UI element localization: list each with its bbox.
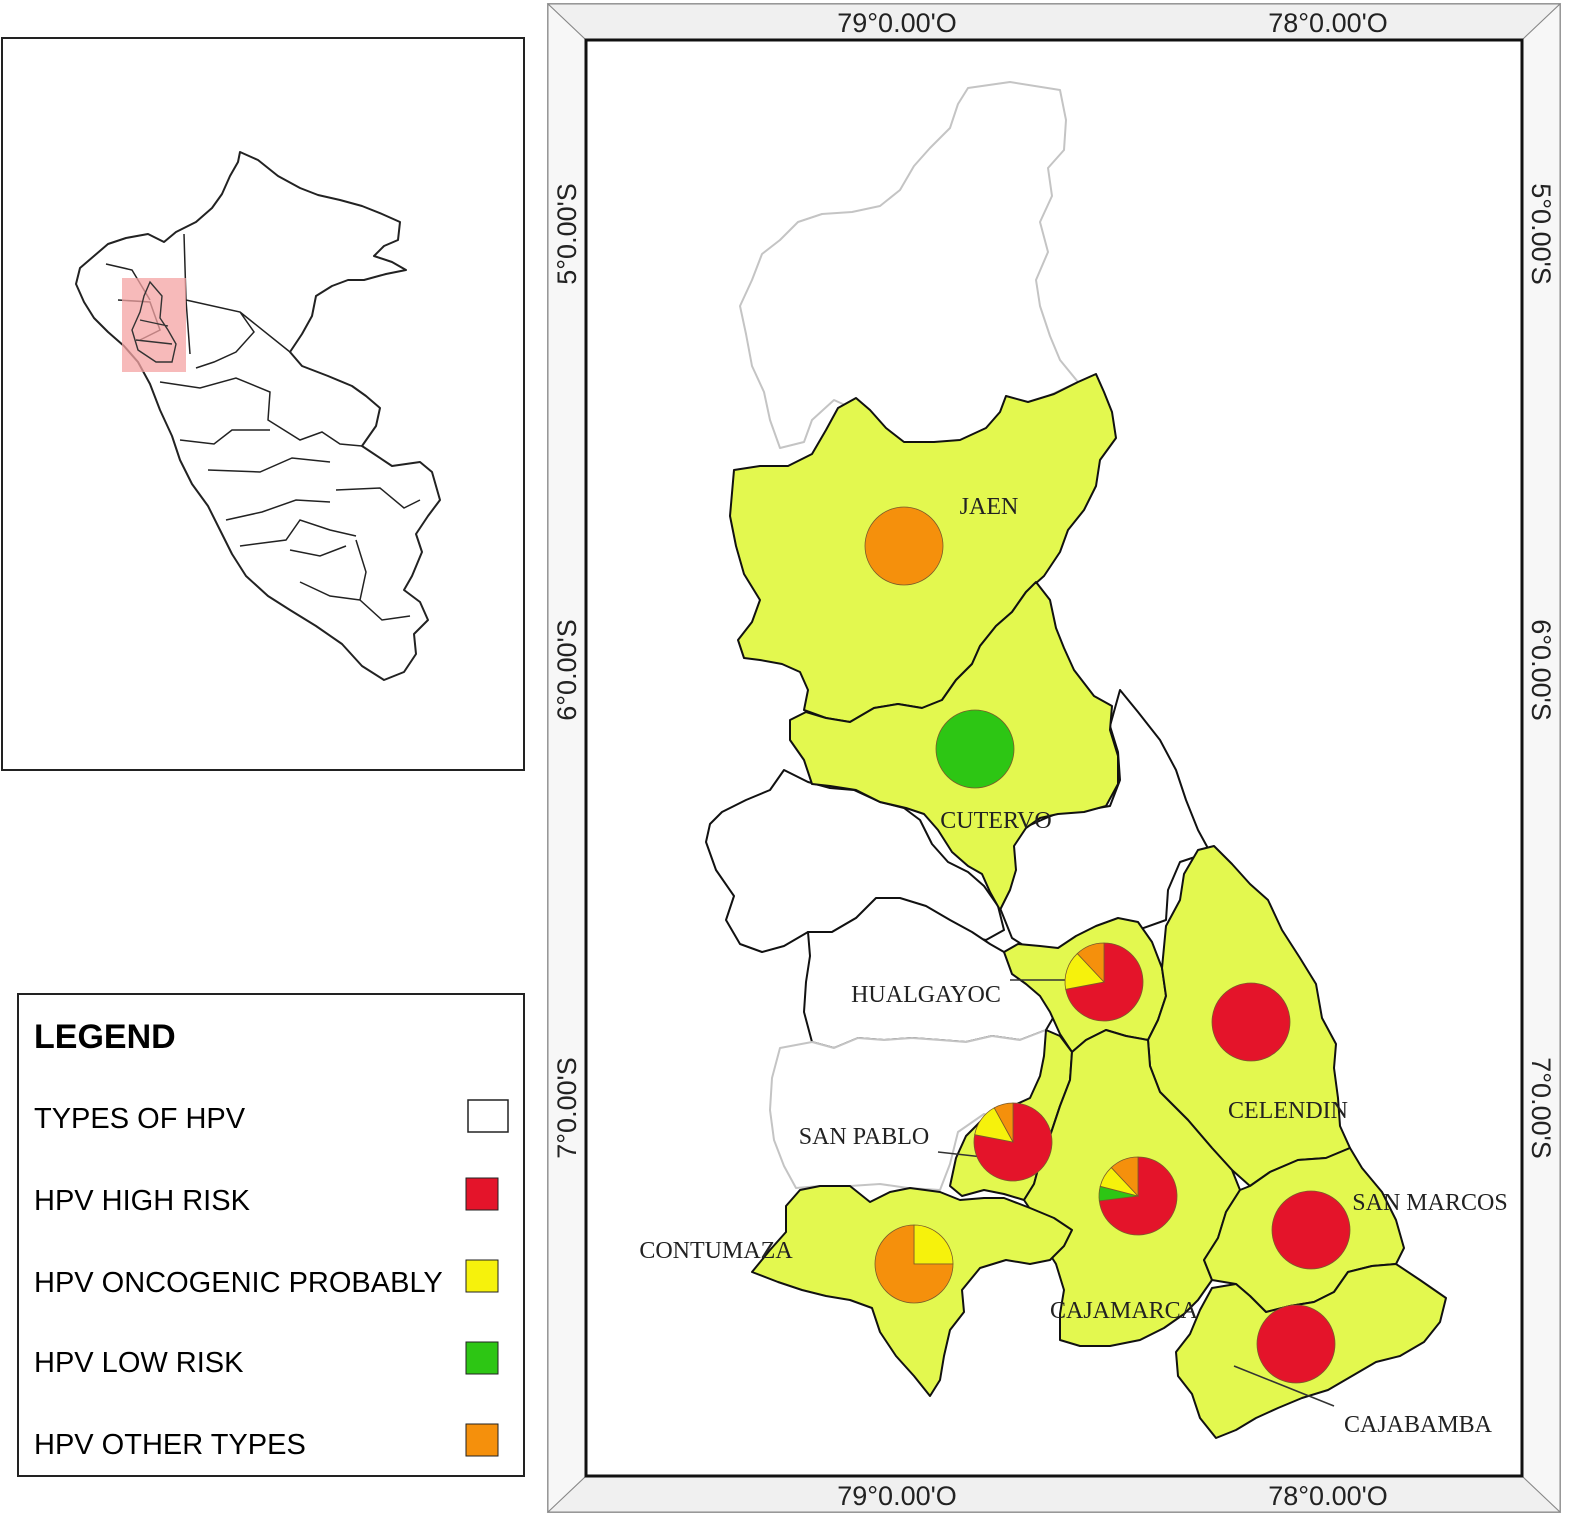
lon-label-top-79: 79°0.00'O <box>837 8 957 38</box>
pie-slice-jaen-other-types <box>864 506 944 586</box>
pie-slice-cutervo-low-risk <box>935 709 1015 789</box>
legend-label-oncogenic: HPV ONCOGENIC PROBABLY <box>34 1267 443 1299</box>
label-hualgayoc: HUALGAYOC <box>851 982 1001 1008</box>
pie-slice-cajamarca-other-types <box>1110 1156 1139 1198</box>
label-jaen: JAEN <box>960 494 1019 520</box>
pie-cajabamba <box>1256 1304 1336 1384</box>
cajamarca-inset-outline <box>131 280 177 363</box>
legend-label-low-risk: HPV LOW RISK <box>34 1347 244 1379</box>
study-area-highlight <box>122 278 186 372</box>
pie-slice-san-pablo-other-types <box>993 1102 1014 1143</box>
pie-slice-san-marcos-high-risk <box>1271 1190 1351 1270</box>
lat-label-left-5: 5°0.00'S <box>552 183 582 285</box>
lat-label-left-7: 7°0.00'S <box>552 1057 582 1159</box>
legend-label-high-risk: HPV HIGH RISK <box>34 1185 251 1217</box>
label-contumaza: CONTUMAZA <box>639 1238 793 1264</box>
pie-charts <box>864 506 1351 1384</box>
legend-label-types: TYPES OF HPV <box>34 1103 246 1135</box>
pie-contumaza <box>874 1224 954 1304</box>
pie-slice-contumaza-oncogenic-probably <box>913 1224 954 1265</box>
pie-celendin <box>1211 982 1291 1062</box>
label-celendin: CELENDIN <box>1228 1098 1348 1124</box>
label-cajamarca: CAJAMARCA <box>1050 1298 1199 1324</box>
pie-san-pablo <box>973 1102 1053 1182</box>
legend-swatch-high-risk <box>465 1177 499 1211</box>
lat-label-right-5: 5°0.00'S <box>1526 183 1556 285</box>
pie-san-marcos <box>1271 1190 1351 1270</box>
legend-frame <box>17 993 525 1477</box>
inset-map <box>1 37 525 771</box>
main-map: 79°0.00'O 78°0.00'O 79°0.00'O 78°0.00'O … <box>546 2 1562 1514</box>
pie-hualgayoc <box>1064 942 1144 1022</box>
label-san-pablo: SAN PABLO <box>799 1124 930 1150</box>
legend-swatch-other-types <box>465 1423 499 1457</box>
pie-jaen <box>864 506 944 586</box>
legend-swatch-oncogenic <box>465 1259 499 1293</box>
pie-slice-contumaza-other-types <box>874 1224 954 1304</box>
label-cajabamba: CAJABAMBA <box>1344 1412 1493 1438</box>
lat-label-left-6: 6°0.00'S <box>552 619 582 721</box>
lat-label-right-7: 7°0.00'S <box>1526 1057 1556 1159</box>
unsampled-province-santa-cruz <box>705 769 1005 953</box>
lon-label-bottom-78: 78°0.00'O <box>1268 1481 1388 1511</box>
legend-title: LEGEND <box>34 1018 176 1056</box>
pie-cajamarca <box>1098 1156 1178 1236</box>
pie-slice-cajabamba-high-risk <box>1256 1304 1336 1384</box>
legend-swatch-types <box>467 1099 509 1133</box>
lon-label-bottom-79: 79°0.00'O <box>837 1481 957 1511</box>
pie-slice-hualgayoc-other-types <box>1076 942 1105 984</box>
pie-cutervo <box>935 709 1015 789</box>
lat-label-right-6: 6°0.00'S <box>1526 619 1556 721</box>
pie-slice-celendin-high-risk <box>1211 982 1291 1062</box>
label-cutervo: CUTERVO <box>940 808 1051 834</box>
legend: LEGEND TYPES OF HPV HPV HIGH RISK HPV ON… <box>17 993 525 1477</box>
label-san-marcos: SAN MARCOS <box>1352 1190 1507 1216</box>
legend-label-other-types: HPV OTHER TYPES <box>34 1429 306 1461</box>
lon-label-top-78: 78°0.00'O <box>1268 8 1388 38</box>
legend-swatch-low-risk <box>465 1341 499 1375</box>
